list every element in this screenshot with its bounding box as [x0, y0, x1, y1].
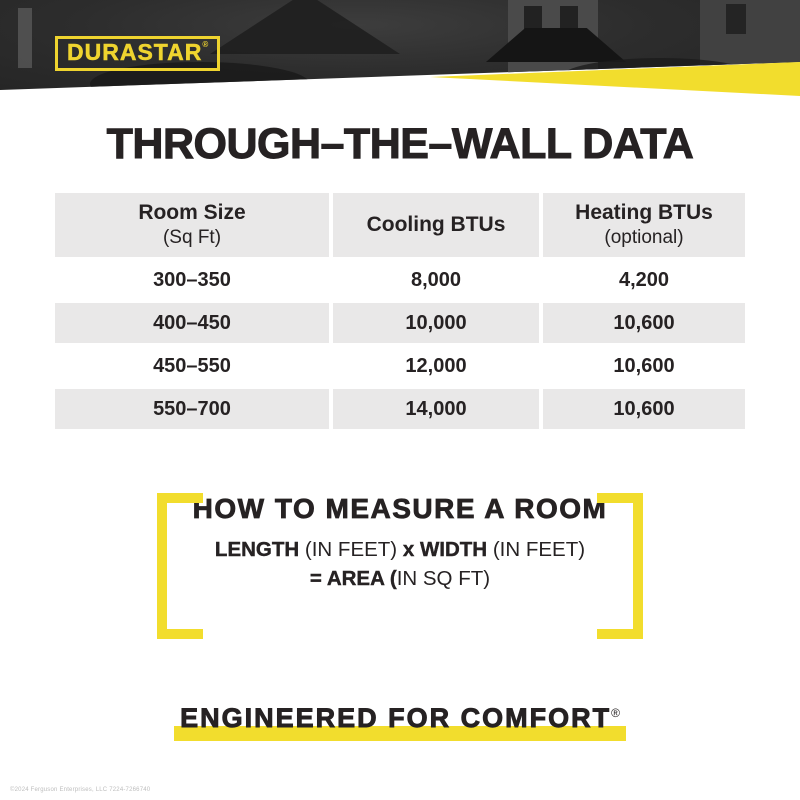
formula-term: x WIDTH [402, 538, 488, 561]
table-cell-heating-btus: 4,200 [543, 260, 745, 300]
house-window-shape [524, 6, 542, 32]
durastar-logo: DURASTAR® [55, 36, 221, 71]
yellow-bracket-right [597, 493, 643, 639]
hero-banner: DURASTAR® [0, 0, 800, 100]
table-cell-room-size: 300–350 [55, 260, 329, 300]
house-roof-shape [210, 0, 400, 54]
table-cell-heating-btus: 10,600 [543, 346, 745, 386]
col-header-cooling-btus: Cooling BTUs [333, 193, 539, 257]
house-shape [18, 8, 32, 68]
table-cell-cooling-btus: 12,000 [333, 346, 539, 386]
table-cell-room-size: 400–450 [55, 303, 329, 343]
btu-data-table: Room Size (Sq Ft) Cooling BTUs Heating B… [55, 193, 745, 429]
col-header-heating-btus: Heating BTUs (optional) [543, 193, 745, 257]
how-to-measure-section: HOW TO MEASURE A ROOM LENGTH (IN FEET) x… [157, 493, 643, 639]
col-header-subtitle: (Sq Ft) [162, 226, 222, 248]
table-cell-room-size: 550–700 [55, 389, 329, 429]
tagline-highlighted-text: ENGINEERED FOR COMFORT® [174, 703, 626, 741]
formula-term: LENGTH [214, 538, 300, 561]
formula-unit: (IN FEET) [299, 538, 403, 561]
page-title: THROUGH–THE–WALL DATA [106, 120, 694, 169]
formula-term: = AREA ( [309, 567, 397, 590]
durastar-logo-text: DURASTAR [67, 39, 203, 65]
table-cell-heating-btus: 10,600 [543, 389, 745, 429]
house-bay-roof-shape [486, 28, 626, 62]
col-header-title: Cooling BTUs [366, 212, 506, 236]
tagline-text: ENGINEERED FOR COMFORT [180, 703, 612, 734]
tagline-section: ENGINEERED FOR COMFORT® [0, 703, 800, 741]
registered-mark: ® [202, 40, 209, 49]
col-header-title: Room Size [138, 201, 246, 225]
col-header-room-size: Room Size (Sq Ft) [55, 193, 329, 257]
table-cell-cooling-btus: 14,000 [333, 389, 539, 429]
measure-heading: HOW TO MEASURE A ROOM [192, 493, 608, 525]
house-window-shape [726, 4, 746, 34]
table-cell-cooling-btus: 8,000 [333, 260, 539, 300]
table-cell-heating-btus: 10,600 [543, 303, 745, 343]
registered-mark: ® [611, 706, 620, 720]
table-cell-cooling-btus: 10,000 [333, 303, 539, 343]
formula-unit: (IN FEET) [487, 538, 586, 561]
formula-unit: IN SQ FT) [396, 567, 491, 590]
measure-formula: LENGTH (IN FEET) x WIDTH (IN FEET) = ARE… [157, 535, 643, 593]
col-header-subtitle: (optional) [604, 226, 684, 248]
formula-line-2: = AREA (IN SQ FT) [157, 564, 643, 593]
yellow-bracket-left [157, 493, 203, 639]
house-window-shape [560, 6, 578, 32]
copyright-text: ©2024 Ferguson Enterprises, LLC 7224-726… [10, 787, 151, 793]
table-cell-room-size: 450–550 [55, 346, 329, 386]
formula-line-1: LENGTH (IN FEET) x WIDTH (IN FEET) [157, 535, 643, 564]
col-header-title: Heating BTUs [575, 201, 713, 225]
